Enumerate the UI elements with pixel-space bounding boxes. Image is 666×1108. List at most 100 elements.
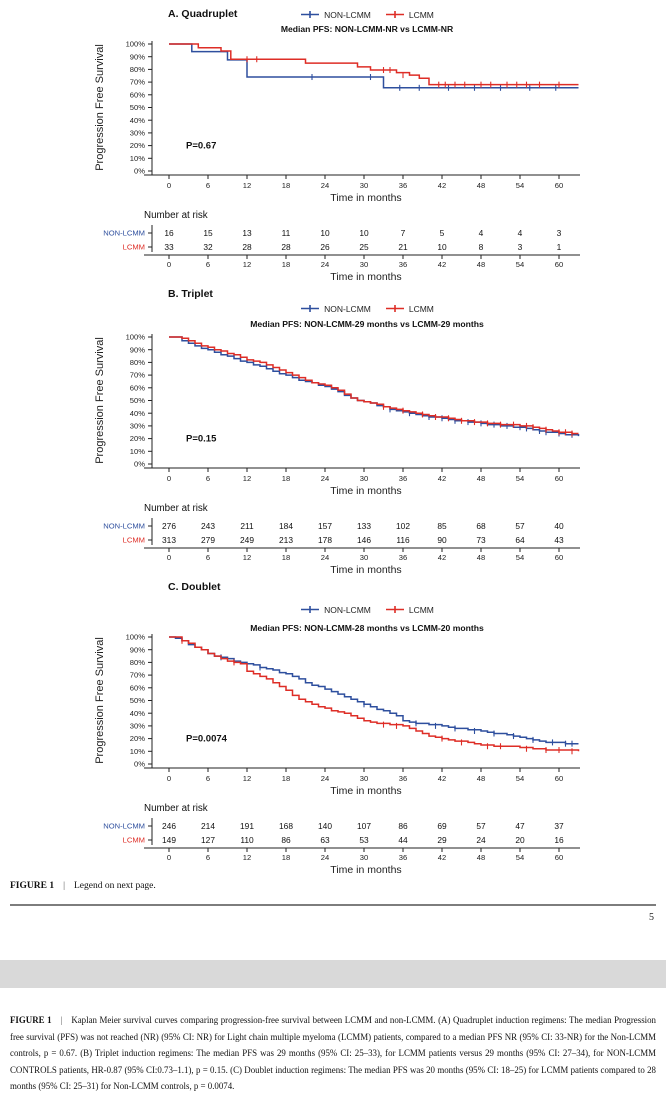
risk-count: 3	[518, 242, 523, 252]
caption-figure-label: FIGURE 1	[10, 1015, 52, 1025]
risk-x-tick-label: 36	[399, 853, 407, 862]
risk-x-tick-label: 18	[282, 553, 290, 562]
number-at-risk-header: Number at risk	[144, 803, 208, 814]
risk-count: 249	[240, 535, 254, 545]
censor-plus-icon	[385, 305, 404, 312]
risk-row-label-lcmm: LCMM	[123, 836, 145, 845]
km-panel-c: C. Doublet NON-LCMM LCMM Median PFS: NON-LC…	[0, 581, 666, 877]
risk-count: 133	[357, 521, 371, 531]
y-tick-label: 100%	[126, 333, 146, 342]
risk-count: 4	[518, 228, 523, 238]
y-axis-title: Progression Free Survival	[94, 44, 106, 171]
risk-count: 69	[437, 821, 447, 831]
risk-x-tick-label: 60	[555, 853, 563, 862]
risk-count: 13	[242, 228, 252, 238]
number-at-risk-header: Number at risk	[144, 210, 208, 221]
risk-x-tick-label: 30	[360, 260, 368, 269]
risk-count: 16	[164, 228, 174, 238]
x-tick-label: 18	[282, 181, 290, 190]
risk-x-tick-label: 42	[438, 553, 446, 562]
risk-x-tick-label: 12	[243, 260, 251, 269]
y-tick-label: 40%	[130, 709, 145, 718]
risk-count: 127	[201, 835, 215, 845]
x-tick-label: 30	[360, 774, 368, 783]
y-tick-label: 10%	[130, 154, 145, 163]
plot-legend: NON-LCMM LCMM	[152, 10, 582, 20]
x-tick-label: 60	[555, 181, 563, 190]
x-axis-title: Time in months	[330, 485, 401, 497]
legend-label: LCMM	[408, 304, 434, 314]
risk-count: 64	[515, 535, 525, 545]
risk-count: 10	[437, 242, 447, 252]
panel-title: B. Triplet	[168, 288, 213, 300]
x-tick-label: 6	[206, 181, 210, 190]
km-curve-non-lcmm	[169, 636, 579, 745]
risk-count: 16	[554, 835, 564, 845]
legend-label: LCMM	[408, 605, 434, 615]
risk-row-label-lcmm: LCMM	[123, 536, 145, 545]
risk-count: 116	[396, 535, 410, 545]
risk-x-tick-label: 42	[438, 260, 446, 269]
risk-count: 211	[240, 521, 254, 531]
x-tick-label: 30	[360, 181, 368, 190]
risk-x-tick-label: 18	[282, 853, 290, 862]
horizontal-rule	[10, 904, 656, 906]
risk-x-tick-label: 54	[516, 553, 524, 562]
risk-x-tick-label: 60	[555, 260, 563, 269]
figure-legend-note: FIGURE 1 | Legend on next page.	[10, 881, 656, 891]
x-tick-label: 6	[206, 774, 210, 783]
risk-count: 4	[479, 228, 484, 238]
panel-subtitle: Median PFS: NON-LCMM-28 months vs LCMM-2…	[250, 623, 484, 633]
number-at-risk-header: Number at risk	[144, 503, 208, 514]
risk-count: 33	[164, 242, 174, 252]
risk-count: 107	[357, 821, 371, 831]
risk-x-tick-label: 54	[516, 853, 524, 862]
x-tick-label: 24	[321, 181, 329, 190]
risk-count: 178	[318, 535, 332, 545]
risk-count: 213	[279, 535, 293, 545]
y-tick-label: 70%	[130, 371, 145, 380]
risk-row-label-non-lcmm: NON-LCMM	[103, 522, 145, 531]
risk-count: 15	[203, 228, 213, 238]
risk-count: 276	[162, 521, 176, 531]
x-tick-label: 36	[399, 774, 407, 783]
legend-label: NON-LCMM	[324, 10, 371, 20]
risk-count: 8	[479, 242, 484, 252]
km-plot-b: 100% 90% 80% 70% 60% 50% 40% 30% 20% 10% 0% Progres…	[94, 333, 580, 576]
risk-count: 28	[242, 242, 252, 252]
km-panel-a: A. Quadruplet NON-LCMM LCMM Median PFS: NON…	[0, 8, 666, 284]
legend-label: NON-LCMM	[324, 605, 371, 615]
risk-x-tick-label: 60	[555, 553, 563, 562]
risk-count: 157	[318, 521, 332, 531]
risk-count: 214	[201, 821, 215, 831]
panel-head: C. Doublet NON-LCMM LCMM Median PFS: NON-LC…	[0, 581, 666, 633]
risk-x-tick-label: 48	[477, 853, 485, 862]
legend-item-non-lcmm: NON-LCMM	[300, 304, 371, 314]
risk-x-tick-label: 12	[243, 553, 251, 562]
risk-count: 68	[476, 521, 486, 531]
risk-count: 37	[554, 821, 564, 831]
x-tick-label: 42	[438, 181, 446, 190]
y-tick-label: 50%	[130, 696, 145, 705]
km-curve-lcmm	[169, 636, 580, 752]
panel-title: A. Quadruplet	[168, 8, 238, 20]
risk-count: 40	[554, 521, 564, 531]
y-tick-label: 90%	[130, 645, 145, 654]
figure-caption: FIGURE 1 | Kaplan Meier survival curves co…	[10, 1012, 656, 1095]
legend-label: LCMM	[408, 10, 434, 20]
y-tick-label: 80%	[130, 658, 145, 667]
risk-count: 5	[440, 228, 445, 238]
x-tick-label: 12	[243, 474, 251, 483]
x-tick-label: 54	[516, 774, 524, 783]
risk-count: 86	[398, 821, 408, 831]
risk-count: 149	[162, 835, 176, 845]
y-tick-label: 50%	[130, 103, 145, 112]
x-tick-label: 54	[516, 181, 524, 190]
km-plot-c: 100% 90% 80% 70% 60% 50% 40% 30% 20% 10% 0% Progres…	[94, 633, 580, 876]
risk-count: 25	[359, 242, 369, 252]
legend-item-lcmm: LCMM	[385, 304, 434, 314]
panel-head: B. Triplet NON-LCMM LCMM Median PFS: NON-LC…	[0, 288, 666, 331]
risk-x-tick-label: 48	[477, 260, 485, 269]
y-tick-label: 60%	[130, 683, 145, 692]
x-tick-label: 18	[282, 474, 290, 483]
